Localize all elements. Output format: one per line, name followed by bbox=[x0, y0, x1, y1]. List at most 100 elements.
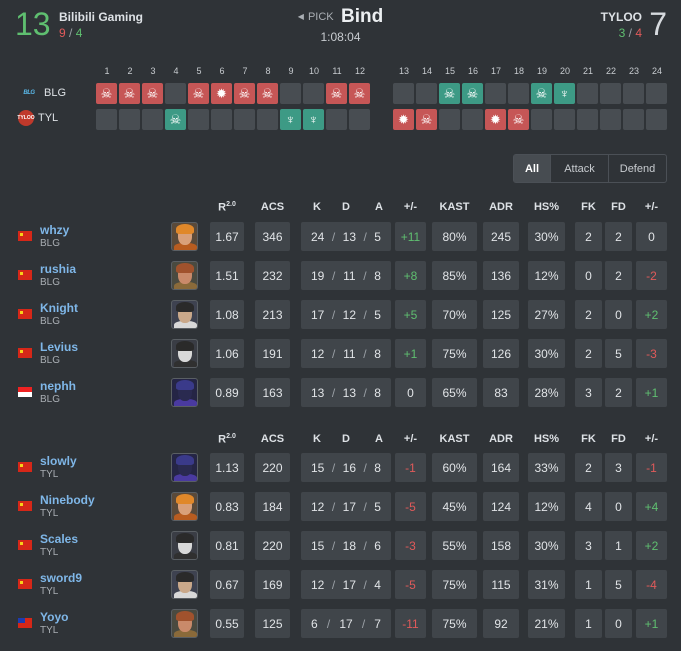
player-name[interactable]: Levius bbox=[40, 340, 79, 354]
round-empty bbox=[142, 109, 163, 130]
round-empty bbox=[577, 109, 598, 130]
right-team-name[interactable]: TYLOO bbox=[600, 10, 642, 24]
spike-defuse-icon: ♆ bbox=[559, 86, 570, 101]
stat-header-fk[interactable]: FK bbox=[581, 201, 596, 213]
tab-defend[interactable]: Defend bbox=[619, 162, 656, 175]
omen-agent-icon bbox=[171, 453, 198, 482]
stat-d: 13 bbox=[342, 229, 356, 244]
player-team: TYL bbox=[40, 508, 59, 519]
stat-header-k[interactable]: K bbox=[313, 201, 321, 213]
stat-adr: 126 bbox=[483, 339, 519, 368]
left-team-name[interactable]: Bilibili Gaming bbox=[59, 10, 144, 24]
stat-header-a[interactable]: A bbox=[375, 201, 383, 213]
stat-header-acs[interactable]: ACS bbox=[260, 201, 285, 213]
stat-adr: 158 bbox=[483, 531, 519, 560]
stat-header-pm[interactable]: +/- bbox=[403, 433, 418, 445]
player-name[interactable]: sword9 bbox=[40, 571, 83, 585]
stat-fkd: +4 bbox=[636, 492, 667, 521]
stat-pm: +8 bbox=[395, 261, 426, 290]
stat-kda: 15/16/8 bbox=[301, 453, 391, 482]
player-name[interactable]: whzy bbox=[40, 223, 70, 237]
stat-header-rating[interactable]: R2.0 bbox=[218, 201, 236, 214]
stat-fd: 1 bbox=[605, 531, 632, 560]
stat-adr: 136 bbox=[483, 261, 519, 290]
stat-fk: 2 bbox=[575, 300, 602, 329]
stat-hs: 30% bbox=[528, 222, 565, 251]
stat-k: 12 bbox=[311, 346, 325, 361]
map-info: ◀ PICK Bind bbox=[0, 6, 681, 28]
stat-kast: 85% bbox=[432, 261, 477, 290]
round-win-blg: ☠ bbox=[188, 83, 209, 104]
stat-kast: 75% bbox=[432, 609, 477, 638]
stat-rating: 1.51 bbox=[210, 261, 244, 290]
pick-label: PICK bbox=[307, 11, 334, 23]
right-team-score: 7 bbox=[649, 6, 667, 42]
round-number: 20 bbox=[559, 66, 570, 76]
stat-k: 24 bbox=[311, 229, 325, 244]
player-row: Scales TYL 0.81 220 15/18/6 -3 55% 158 30% 3 1 +2 bbox=[0, 531, 681, 561]
stat-header-d[interactable]: D bbox=[342, 201, 350, 213]
round-number: 10 bbox=[308, 66, 319, 76]
stat-kast: 65% bbox=[432, 378, 477, 407]
stat-fd: 3 bbox=[605, 453, 632, 482]
stat-adr: 83 bbox=[483, 378, 519, 407]
player-name[interactable]: Ninebody bbox=[40, 493, 95, 507]
stat-d: 17 bbox=[342, 499, 356, 514]
stat-pm: +11 bbox=[395, 222, 426, 251]
tab-attack[interactable]: Attack bbox=[551, 155, 609, 182]
stat-kda: 24/13/5 bbox=[301, 222, 391, 251]
stat-header-pm[interactable]: +/- bbox=[403, 201, 418, 213]
stat-header-acs[interactable]: ACS bbox=[260, 433, 285, 445]
player-name[interactable]: Knight bbox=[40, 301, 78, 315]
stat-header-fk[interactable]: FK bbox=[581, 433, 596, 445]
tab-all[interactable]: All bbox=[514, 155, 551, 182]
stat-header-hs[interactable]: HS% bbox=[533, 201, 560, 213]
stat-fk: 3 bbox=[575, 531, 602, 560]
stat-header-hs[interactable]: HS% bbox=[533, 433, 560, 445]
left-half-sep: / bbox=[69, 26, 73, 40]
stat-header-k[interactable]: K bbox=[313, 433, 321, 445]
skull-icon: ☠ bbox=[100, 85, 113, 101]
stat-hs: 30% bbox=[528, 531, 565, 560]
stat-acs: 220 bbox=[255, 531, 290, 560]
stat-header-kast[interactable]: KAST bbox=[439, 433, 470, 445]
stat-header-fkd[interactable]: +/- bbox=[644, 433, 659, 445]
stat-header-a[interactable]: A bbox=[375, 433, 383, 445]
round-empty bbox=[326, 109, 347, 130]
round-history: BLG BLG TYLOO TYL 1 2 3 4 5 6 7 8 9 10 11 12 13 14 15 1… bbox=[0, 66, 681, 136]
stat-header-kast[interactable]: KAST bbox=[439, 201, 470, 213]
stat-rating: 1.06 bbox=[210, 339, 244, 368]
player-name[interactable]: Yoyo bbox=[40, 610, 69, 624]
stat-header-d[interactable]: D bbox=[342, 433, 350, 445]
stat-header-fd[interactable]: FD bbox=[611, 433, 626, 445]
round-empty bbox=[188, 109, 209, 130]
stat-fkd: +2 bbox=[636, 531, 667, 560]
spike-defuse-icon: ♆ bbox=[308, 112, 319, 127]
map-name: Bind bbox=[340, 6, 384, 27]
right-half-sep: / bbox=[628, 26, 632, 40]
round-number: 1 bbox=[104, 66, 110, 76]
round-empty bbox=[211, 109, 232, 130]
player-row: Ninebody TYL 0.83 184 12/17/5 -5 45% 124 12% 4 0 +4 bbox=[0, 492, 681, 522]
player-name[interactable]: rushia bbox=[40, 262, 77, 276]
spike-explode-icon: ✹ bbox=[216, 85, 227, 101]
stat-d: 11 bbox=[343, 346, 356, 361]
phoenix-agent-icon bbox=[171, 222, 198, 251]
player-row: rushia BLG 1.51 232 19/11/8 +8 85% 136 12% 0 2 -2 bbox=[0, 261, 681, 291]
stat-header-fkd[interactable]: +/- bbox=[644, 201, 659, 213]
stat-hs: 28% bbox=[528, 378, 565, 407]
player-name[interactable]: nephh bbox=[40, 379, 76, 393]
player-name[interactable]: Scales bbox=[40, 532, 79, 546]
stat-header-adr[interactable]: ADR bbox=[489, 433, 513, 445]
left-half2: 4 bbox=[75, 26, 83, 40]
stat-header-adr[interactable]: ADR bbox=[489, 201, 513, 213]
stat-header-fd[interactable]: FD bbox=[611, 201, 626, 213]
round-number: 8 bbox=[265, 66, 271, 76]
stat-fd: 2 bbox=[605, 261, 632, 290]
stat-kda: 6/17/7 bbox=[301, 609, 391, 638]
stat-kda: 12/17/5 bbox=[301, 492, 391, 521]
left-team-halves: 9 / 4 bbox=[59, 26, 82, 40]
stat-header-rating[interactable]: R2.0 bbox=[218, 433, 236, 446]
skull-icon: ☠ bbox=[420, 111, 433, 127]
player-name[interactable]: slowly bbox=[40, 454, 77, 468]
